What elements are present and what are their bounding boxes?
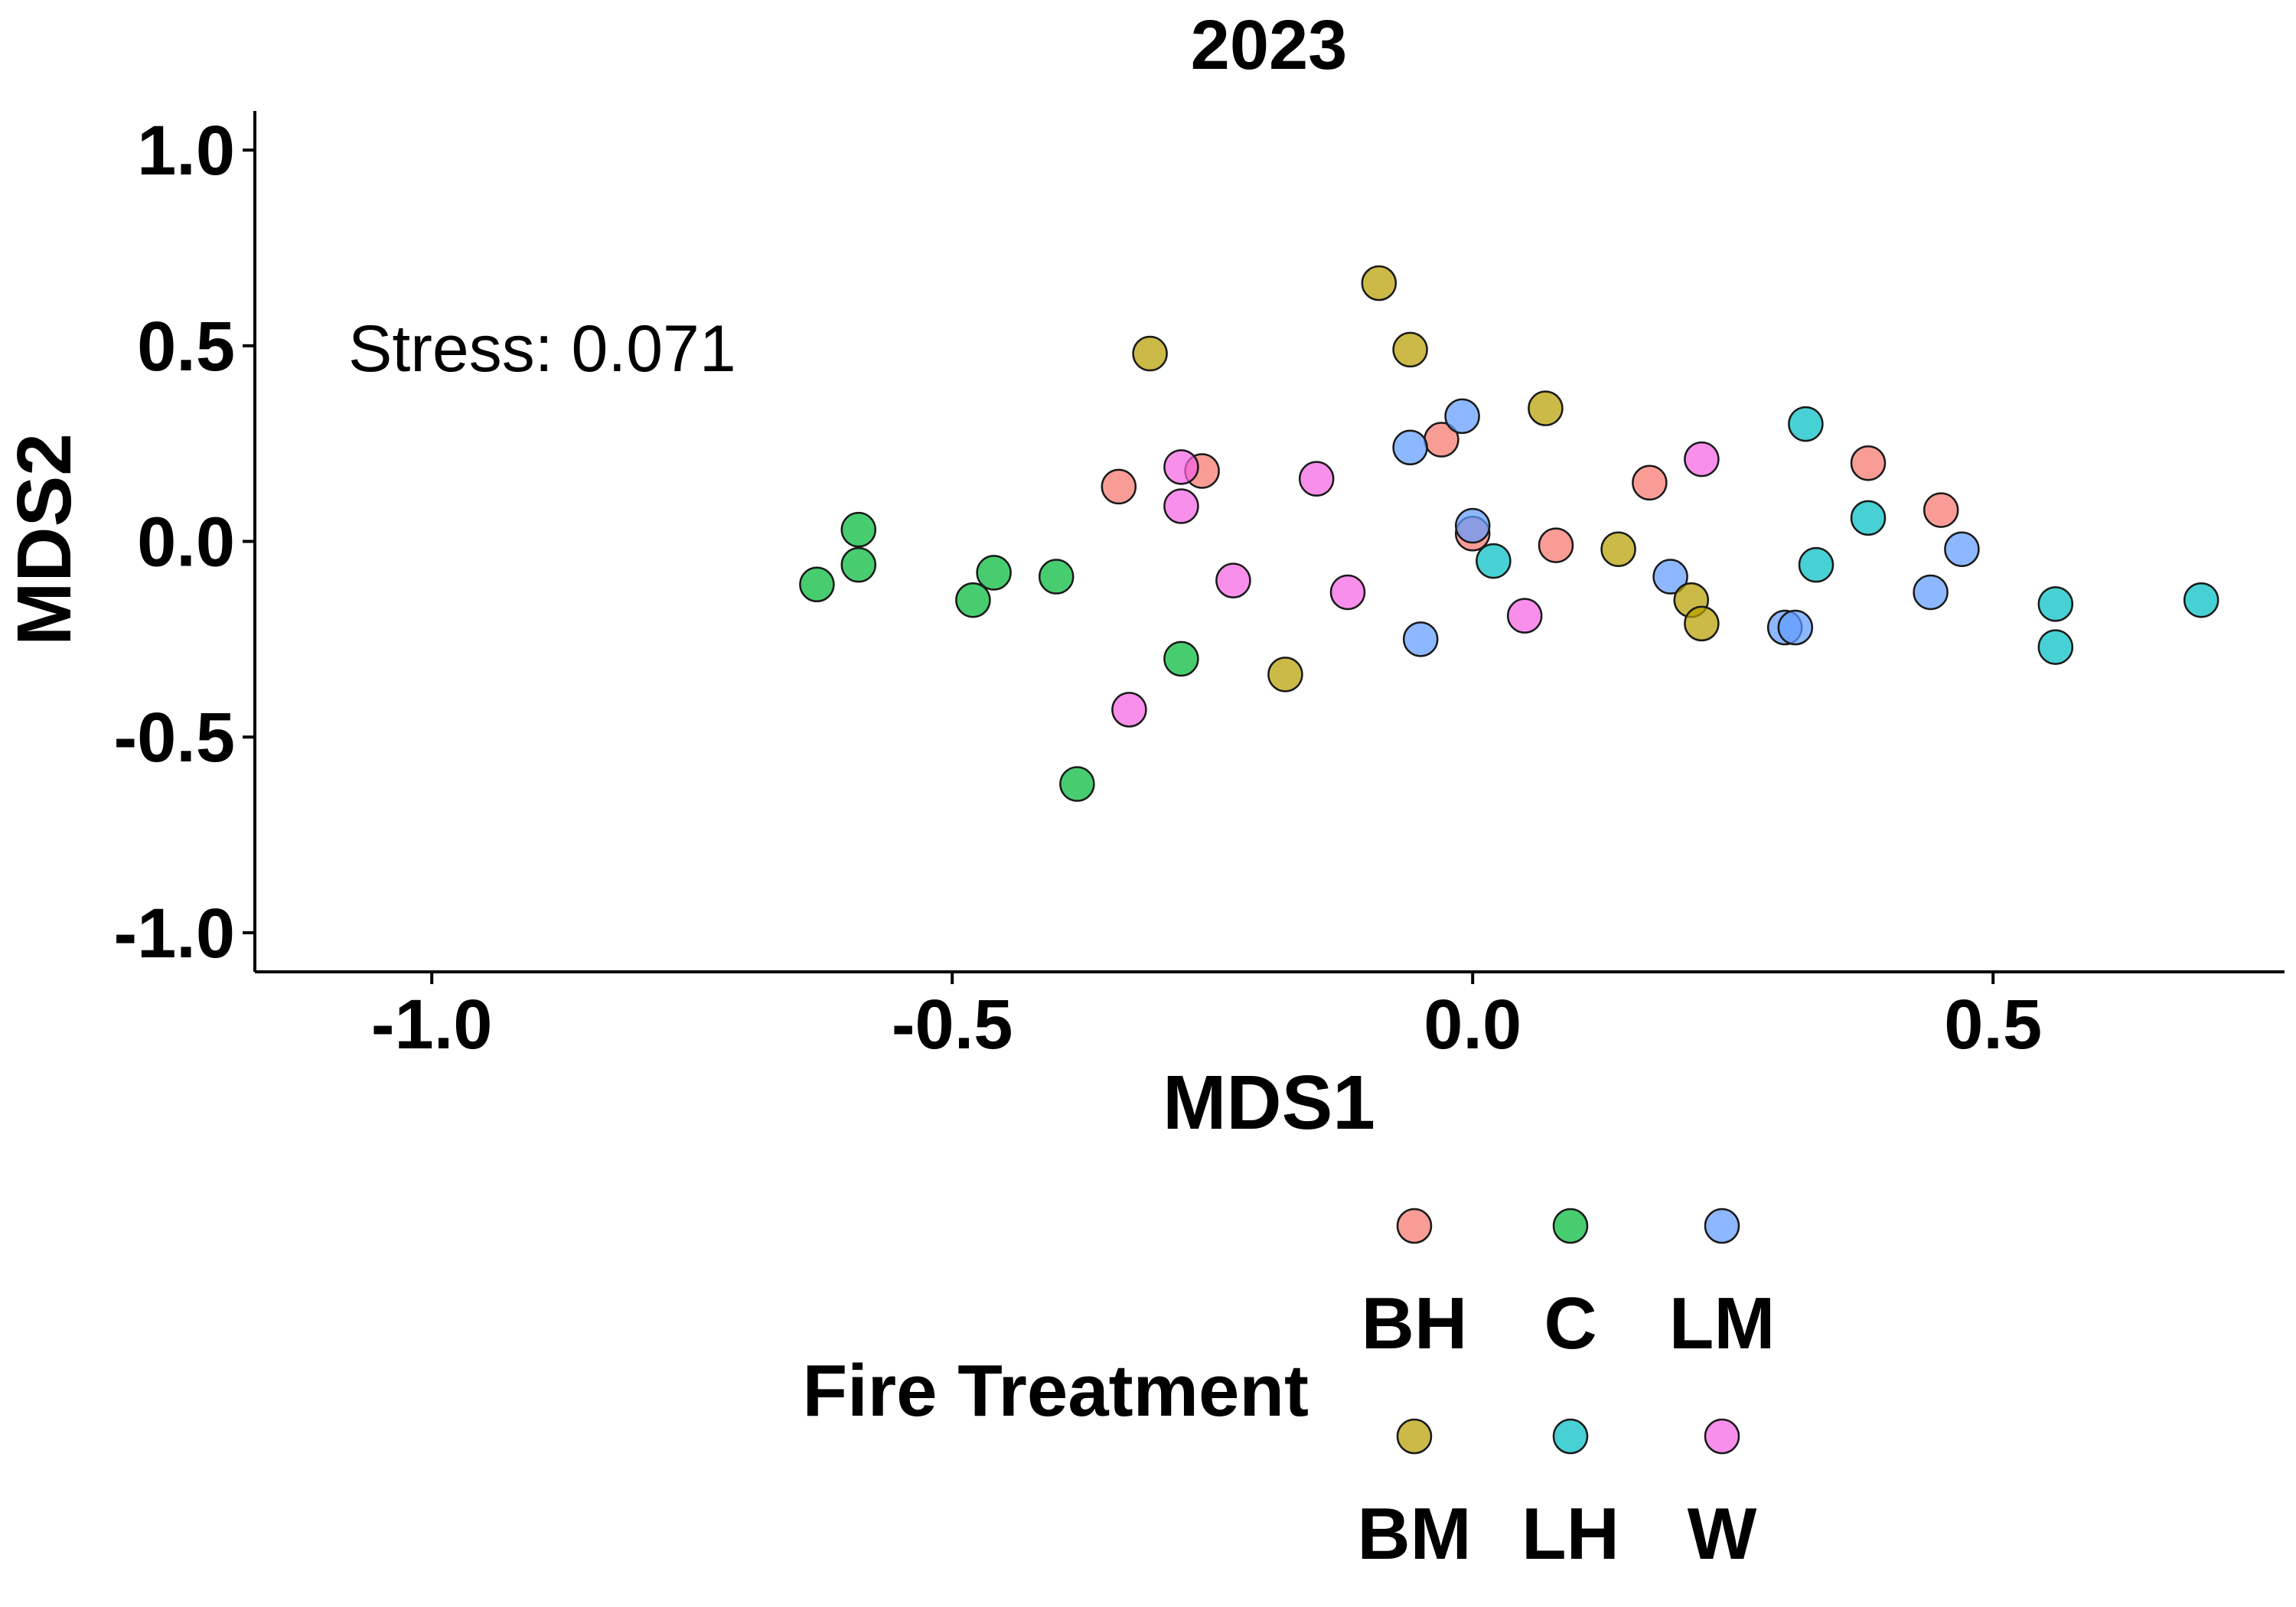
data-point [1163,488,1199,524]
legend-label: C [1544,1283,1596,1364]
data-point [1132,335,1168,372]
data-point [799,566,835,602]
data-point [1329,574,1366,611]
data-point [1684,605,1720,642]
legend-item-bm: BM [1357,1418,1472,1575]
data-point [840,546,877,583]
data-point [955,582,991,618]
data-point [1850,500,1887,536]
data-point [1850,445,1887,481]
legend-key [1396,1418,1433,1455]
data-point [1267,657,1303,693]
legend-key [1552,1208,1589,1244]
data-point [1652,559,1688,595]
legend-label: BH [1362,1283,1468,1364]
data-point [1476,543,1512,579]
y-tick-label: -0.5 [113,699,235,777]
data-point [1913,574,1949,611]
data-point [1361,265,1397,302]
legend-key [1704,1208,1740,1244]
y-tick-label: 0.0 [137,504,235,582]
legend-item-bh: BH [1362,1208,1468,1364]
data-point [2037,586,2074,622]
data-point [1444,398,1480,435]
legend-label: LM [1669,1283,1776,1364]
data-point [1923,492,1959,528]
legend-key [1552,1418,1589,1455]
legend-item-lm: LM [1669,1208,1776,1364]
data-point [2037,629,2074,665]
data-point [1111,692,1147,728]
legend-label: BM [1357,1493,1471,1575]
plot-area: -1.0 -0.5 0.0 0.5 -1.0 -0.5 0.0 0.5 1.0 [113,111,2285,1064]
data-point [1163,449,1199,485]
y-tick-label: 1.0 [137,112,235,190]
legend-title: Fire Treatment [802,1350,1309,1432]
data-point [1454,507,1491,544]
legend-item-c: C [1544,1208,1597,1364]
data-point [1392,331,1428,368]
data-point [1392,429,1428,466]
legend-key [1704,1418,1740,1455]
y-axis-title: MDS2 [2,433,87,646]
x-tick-label: -1.0 [371,986,493,1064]
x-axis-title: MDS1 [1163,1060,1375,1146]
data-point [1298,461,1335,497]
data-point [1632,464,1668,501]
series-lh [1476,406,2219,665]
data-point [1777,609,1814,646]
data-point [1788,406,1824,442]
data-point [1038,559,1075,595]
series-bm [1132,265,1720,693]
data-point [1163,641,1199,677]
series-w [1111,441,1720,728]
legend-label: W [1688,1493,1757,1575]
data-point [1600,531,1636,567]
chart-title: 2023 [1191,6,1348,84]
data-point [1798,546,1835,583]
data-point [1215,562,1251,598]
data-point [1944,531,1980,567]
series-c [799,511,1199,802]
data-point [840,511,877,548]
data-point [1506,598,1543,634]
data-point [1059,766,1095,802]
data-point [1101,468,1137,505]
legend-key [1396,1208,1433,1244]
y-tick-label: 0.5 [137,308,235,386]
data-point [2183,582,2219,618]
legend-item-w: W [1688,1418,1757,1575]
series-bh [1101,422,1959,563]
data-point [976,555,1012,591]
legend: Fire Treatment BH C LM BM LH W [802,1208,1776,1575]
stress-annotation: Stress: 0.071 [348,312,736,386]
x-tick-label: 0.0 [1424,986,1521,1064]
data-point [1528,390,1564,426]
legend-label: LH [1521,1493,1619,1575]
data-point [1402,621,1439,657]
x-tick-label: -0.5 [892,986,1013,1064]
series-lm [1392,398,1980,657]
data-point [1684,441,1720,478]
legend-item-lh: LH [1521,1418,1619,1575]
y-tick-label: -1.0 [113,895,235,973]
x-tick-label: 0.5 [1944,986,2042,1064]
data-point [1538,527,1574,563]
